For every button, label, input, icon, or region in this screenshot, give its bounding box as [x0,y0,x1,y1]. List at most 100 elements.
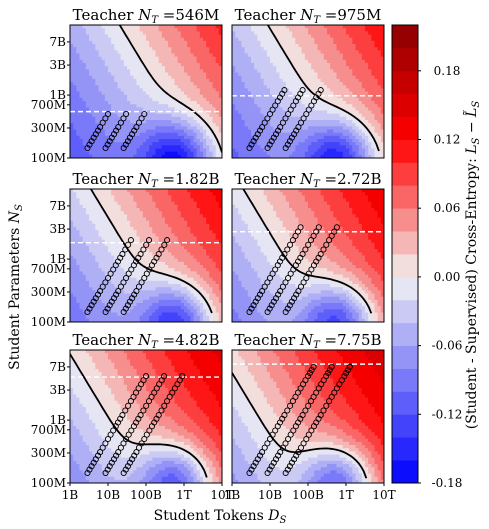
heatmap-cell [139,47,144,51]
heatmap-cell [123,192,128,196]
heatmap-cell [342,40,347,45]
heatmap-cell [323,75,328,80]
heatmap-cell [70,246,74,250]
heatmap-cell [304,151,309,156]
heatmap-cell [70,53,74,58]
heatmap-cell [180,34,185,39]
heatmap-cell [266,50,271,55]
heatmap-cell [184,63,188,67]
heatmap-cell [361,50,366,55]
heatmap-cell [187,101,191,105]
heatmap-cell [174,53,179,58]
heatmap-cell [161,110,166,115]
heatmap-cell [73,255,77,260]
heatmap-cell [273,40,277,45]
heatmap-cell [85,309,90,314]
heatmap-cell [111,101,115,105]
heatmap-cell [270,72,274,77]
heatmap-cell [199,72,204,77]
heatmap-cell [368,28,372,32]
heatmap-cell [327,123,331,127]
heatmap-cell [98,94,103,99]
heatmap-cell [89,233,93,238]
heatmap-cell [130,277,134,282]
heatmap-cell [101,91,106,96]
heatmap-cell [76,204,81,209]
heatmap-cell [130,78,134,83]
heatmap-cell [70,293,74,298]
heatmap-cell [187,37,191,42]
heatmap-cell [104,37,109,42]
heatmap-cell [349,25,353,29]
heatmap-cell [95,44,100,48]
heatmap-cell [260,126,265,131]
heatmap-cell [95,37,100,42]
heatmap-cell [184,129,188,134]
heatmap-cell [171,50,176,55]
heatmap-cell [158,148,163,153]
heatmap-cell [339,120,344,124]
heatmap-cell [133,40,138,45]
heatmap-cell [111,261,115,266]
heatmap-cell [111,192,115,196]
heatmap-cell [92,28,96,32]
heatmap-cell [212,135,217,140]
heatmap-cell [279,31,284,36]
heatmap-cell [149,101,153,105]
heatmap-cell [247,53,252,58]
heatmap-cell [368,47,372,51]
heatmap-cell [238,154,243,158]
heatmap-cell [301,25,306,29]
heatmap-cell [82,252,87,257]
heatmap-cell [346,104,350,108]
heatmap-cell [317,107,322,112]
heatmap-cell [133,53,138,58]
heatmap-cell [270,101,274,105]
heatmap-cell [114,63,119,67]
heatmap-cell [235,78,239,83]
heatmap-cell [70,37,74,42]
heatmap-cell [104,195,109,200]
heatmap-cell [247,37,252,42]
heatmap-cell [257,53,262,58]
heatmap-cell [117,204,122,209]
heatmap-cell [117,214,122,219]
heatmap-cell [371,104,376,108]
heatmap-cell [130,123,134,127]
heatmap-cell [212,142,217,146]
heatmap-cell [161,50,166,55]
heatmap-cell [177,97,182,102]
heatmap-cell [371,25,376,29]
heatmap-cell [298,145,303,150]
heatmap-cell [158,69,163,74]
heatmap-cell [273,72,277,77]
heatmap-cell [82,233,87,238]
heatmap-cell [95,88,100,93]
heatmap-cell [136,75,141,80]
heatmap-cell [238,47,243,51]
heatmap-cell [161,132,166,137]
heatmap-cell [333,69,338,74]
heatmap-cell [123,220,128,225]
heatmap-cell [158,56,163,61]
heatmap-cell [355,85,360,89]
heatmap-cell [190,72,195,77]
heatmap-cell [311,63,315,67]
heatmap-cell [215,59,220,64]
heatmap-cell [323,135,328,140]
heatmap-cell [139,69,144,74]
heatmap-cell [168,148,172,153]
heatmap-cell [79,123,84,127]
heatmap-cell [251,40,255,45]
heatmap-cell [323,113,328,118]
heatmap-cell [317,75,322,80]
heatmap-cell [114,236,119,241]
heatmap-cell [368,110,372,115]
heatmap-cell [146,97,150,102]
heatmap-cell [333,25,338,29]
heatmap-cell [98,258,103,263]
heatmap-cell [342,50,347,55]
heatmap-cell [251,75,255,80]
heatmap-cell [104,242,109,247]
heatmap-cell [117,274,122,279]
